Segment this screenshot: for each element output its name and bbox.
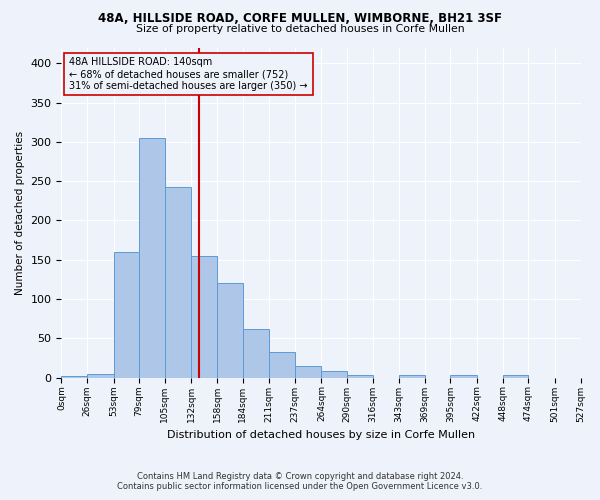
Bar [269, 352, 295, 378]
Bar [165, 186, 191, 378]
Bar [347, 376, 373, 378]
Bar [87, 374, 113, 378]
Bar [451, 374, 477, 378]
Text: 48A HILLSIDE ROAD: 140sqm
← 68% of detached houses are smaller (752)
31% of semi: 48A HILLSIDE ROAD: 140sqm ← 68% of detac… [69, 58, 308, 90]
Y-axis label: Number of detached properties: Number of detached properties [15, 130, 25, 294]
Bar [61, 376, 87, 378]
X-axis label: Distribution of detached houses by size in Corfe Mullen: Distribution of detached houses by size … [167, 430, 475, 440]
Bar [113, 252, 139, 378]
Bar [191, 256, 217, 378]
Text: Contains HM Land Registry data © Crown copyright and database right 2024.
Contai: Contains HM Land Registry data © Crown c… [118, 472, 482, 491]
Text: Size of property relative to detached houses in Corfe Mullen: Size of property relative to detached ho… [136, 24, 464, 34]
Bar [139, 138, 165, 378]
Bar [322, 372, 347, 378]
Bar [503, 374, 528, 378]
Bar [242, 329, 269, 378]
Text: 48A, HILLSIDE ROAD, CORFE MULLEN, WIMBORNE, BH21 3SF: 48A, HILLSIDE ROAD, CORFE MULLEN, WIMBOR… [98, 12, 502, 26]
Bar [217, 284, 242, 378]
Bar [399, 374, 425, 378]
Bar [295, 366, 322, 378]
